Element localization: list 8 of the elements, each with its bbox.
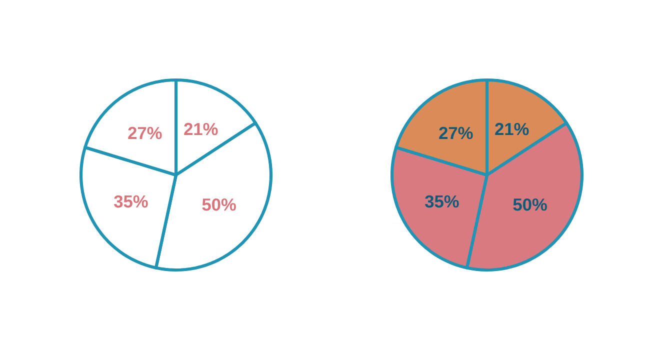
- data-label: 21%: [495, 122, 529, 136]
- data-label: 35%: [425, 195, 459, 208]
- data-label: 50%: [513, 198, 547, 211]
- data-label: 21%: [184, 122, 218, 136]
- data-label: 35%: [114, 195, 148, 208]
- data-label: 50%: [202, 198, 236, 211]
- data-label: 27%: [439, 126, 473, 140]
- data-label: 27%: [128, 126, 162, 140]
